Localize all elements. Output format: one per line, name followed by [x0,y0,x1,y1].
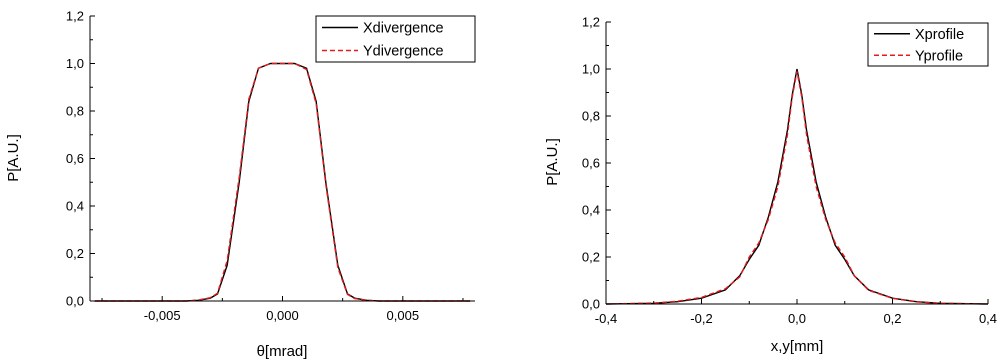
legend-box [315,15,476,63]
y-tick-label: 0,0 [66,294,84,309]
tick-labels: 0,0 0,2 0,4 0,6 0,8 1,0 1,2 -0,005 0,000 0,005 [66,9,419,324]
x-tick-label: 0,4 [979,311,997,326]
y-tick-label: 1,0 [582,62,600,77]
plot-lines [605,68,989,305]
legend-label: Yprofile [915,48,963,64]
x-tick-label: -0,4 [595,311,617,326]
y-tick-label: 0,6 [582,156,600,171]
series-line-xprofile [605,68,989,305]
x-tick-label: 0,2 [883,311,901,326]
y-tick-label: 0,0 [582,297,600,312]
x-tick-label: -0,2 [690,311,712,326]
y-tick-label: 0,8 [66,104,84,119]
legend: Xprofile Yprofile [874,27,964,64]
legend: Xdivergence Ydivergence [322,21,444,60]
y-tick-label: 1,2 [582,15,600,30]
tick-labels: 0,0 0,2 0,4 0,6 0,8 1,0 1,2 -0,4 -0,2 0,0 0,2 0,4 [582,15,997,327]
y-tick-label: 0,4 [582,203,600,218]
y-axis-label: P[A.U.] [5,134,22,182]
legend-box [867,22,989,67]
x-axis-label: θ[mrad] [257,343,308,360]
y-tick-label: 1,0 [66,56,84,71]
legend-label: Ydivergence [363,44,444,60]
x-tick-label: 0,000 [266,308,299,323]
chart-profile: Xprofile Yprofile 0,0 0,2 0,4 0,6 0,8 1,0 1,2 -0… [544,15,997,356]
series-line-ydivergence [94,62,471,302]
x-axis-label: x,y[mm] [771,338,824,355]
x-tick-label: -0,005 [144,308,181,323]
legend-label: Xprofile [915,27,964,43]
y-tick-label: 0,6 [66,151,84,166]
ticks [605,21,989,305]
y-tick-label: 0,2 [66,246,84,261]
ticks [90,15,464,302]
plot-lines [94,62,471,302]
legend-label: Xdivergence [363,21,444,37]
y-tick-label: 0,2 [582,250,600,265]
chart-divergence: Xdivergence Ydivergence 0,0 0,2 0,4 0,6 0,8 1,… [5,9,476,360]
x-tick-label: 0,0 [788,311,806,326]
x-tick-label: 0,005 [387,308,420,323]
y-tick-label: 1,2 [66,9,84,24]
y-tick-label: 0,8 [582,109,600,124]
y-tick-label: 0,4 [66,199,84,214]
series-line-xdivergence [94,62,471,302]
y-axis-label: P[A.U.] [544,138,561,186]
series-line-yprofile [605,71,989,305]
